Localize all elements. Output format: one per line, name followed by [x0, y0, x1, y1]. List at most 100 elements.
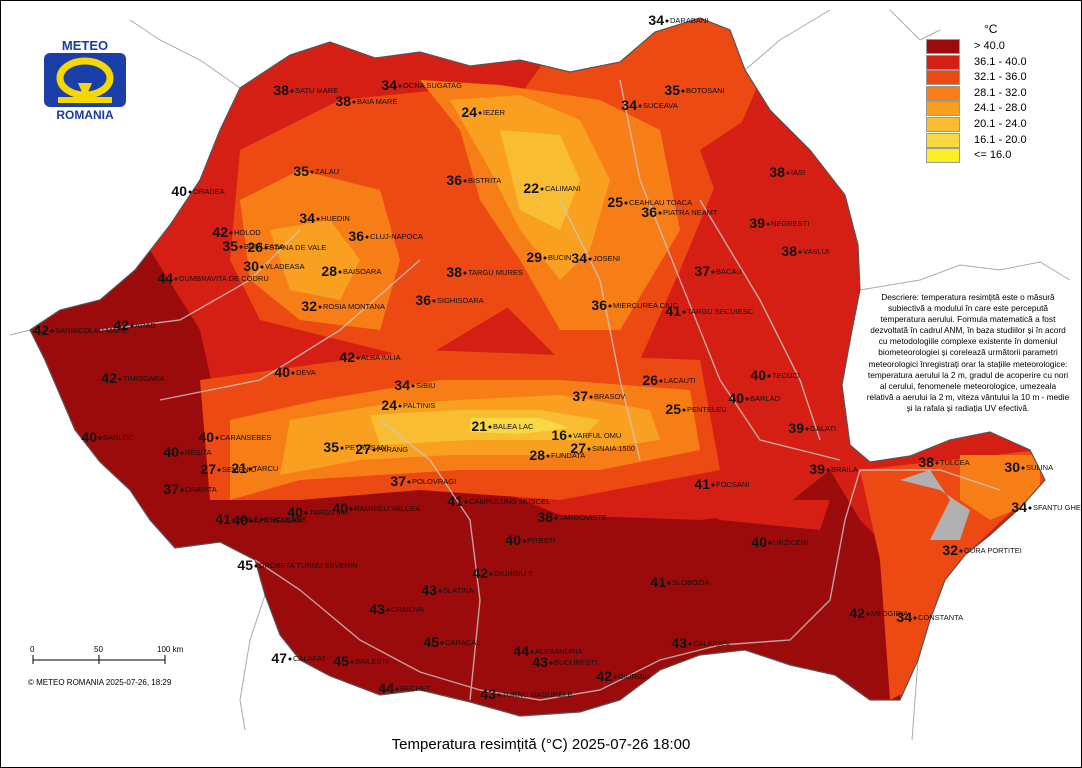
station: 16 VARFUL OMU [551, 427, 621, 443]
map-title: Temperatura resimțită (°C) 2025-07-26 18… [391, 736, 691, 753]
legend-label: 20.1 - 24.0 [974, 118, 1027, 130]
station: 27 SEMENIC [200, 461, 256, 477]
station-value: 34 [1011, 499, 1027, 515]
station-name: BANLOC [103, 433, 134, 442]
station-dot [440, 641, 444, 645]
station: 24 PALTINIS [381, 397, 435, 413]
station-value: 37 [390, 473, 406, 489]
legend-label: > 40.0 [974, 40, 1005, 52]
station-value: 34 [571, 250, 587, 266]
station-name: BECHET [400, 684, 431, 693]
station: 34 SUCEAVA [621, 97, 677, 113]
station-name: PENTELEU [687, 405, 727, 414]
station-name: PETROSANI [345, 443, 388, 452]
station-name: CALIMANI [545, 184, 580, 193]
legend-unit: °C [984, 22, 998, 36]
station-name: DEVA [296, 368, 316, 377]
station-name: STANA DE VALE [269, 243, 326, 252]
station-value: 34 [621, 97, 637, 113]
station-name: VASLUI [803, 247, 829, 256]
station-value: 45 [423, 634, 439, 650]
station: 38 BAIA MARE [335, 93, 397, 109]
station-value: 44 [157, 270, 173, 286]
station: 28 BAISOARA [321, 263, 381, 279]
station: 42 MEDGIDIA [849, 605, 908, 621]
station-name: DROBETA TURNU SEVERIN [259, 561, 358, 570]
station: 36 BISTRITA [446, 172, 501, 188]
station-name: BACAU [716, 267, 742, 276]
station: 37 BRASOV [572, 388, 625, 404]
legend-swatch [926, 70, 960, 86]
legend-label: 24.1 - 28.0 [974, 102, 1027, 115]
station-dot [264, 246, 268, 250]
station: 40 TARGU JIU [287, 504, 348, 520]
station-name: CARANSEBES [220, 433, 271, 442]
station-name: CLUJ-NAPOCA [370, 232, 423, 241]
legend-item: 20.1 - 24.0 [926, 117, 1046, 133]
station-name: SUCEAVA [643, 101, 678, 110]
station-value: 40 [750, 367, 766, 383]
station: 47 CALAFAT [271, 650, 326, 666]
station-value: 37 [694, 263, 710, 279]
station-value: 34 [896, 609, 912, 625]
station-value: 27 [570, 440, 586, 456]
station-dot [310, 170, 314, 174]
legend-label: 16.1 - 20.0 [974, 133, 1027, 146]
station: 34 DARABANI [648, 12, 708, 28]
station-dot [681, 89, 685, 93]
station: 27 PARANG [355, 441, 408, 457]
station-dot [463, 271, 467, 275]
station-value: 36 [348, 228, 364, 244]
station-value: 40 [505, 532, 521, 548]
station-dot [688, 642, 692, 646]
legend-label: 28.1 - 32.0 [974, 86, 1027, 99]
station: 38 VASLUI [781, 243, 829, 259]
station-dot [766, 222, 770, 226]
logo-badge [44, 53, 126, 107]
station: 21 BALEA LAC [471, 418, 534, 434]
station-dot [568, 434, 572, 438]
station: 34 SFANTU GHEORGHE [1011, 499, 1082, 515]
station: 22 CALIMANI [523, 180, 580, 196]
station: 42 HOLOD [212, 224, 261, 240]
station-dot [711, 270, 715, 274]
station-name: VARFUL OMU [573, 431, 621, 440]
logo-text-bottom: ROMANIA [56, 108, 114, 122]
station-dot [613, 675, 617, 679]
station-name: ALBA IULIA [361, 353, 401, 362]
station: 40 PITESTI [505, 532, 555, 548]
station-dot [667, 581, 671, 585]
station-name: BOTOSANI [686, 86, 725, 95]
legend-swatch [926, 85, 960, 101]
station: 40 RAMNICU VALCEA [332, 500, 420, 516]
station-dot [665, 19, 669, 23]
station-dot [180, 451, 184, 455]
station-name: LACAUTI [664, 376, 696, 385]
station-dot [638, 104, 642, 108]
scale-tick-0: 0 [30, 645, 35, 654]
station-dot [768, 541, 772, 545]
station-dot [188, 190, 192, 194]
station-dot [711, 483, 715, 487]
station-dot [805, 427, 809, 431]
station-dot [130, 324, 134, 328]
station: 24 IEZER [461, 104, 505, 120]
station-dot [356, 356, 360, 360]
station: 41 FOCSANI [694, 476, 749, 492]
station: 34 JOSENI [571, 250, 620, 266]
station-dot [798, 250, 802, 254]
station: 25 CEAHLAU TOACA [607, 194, 692, 210]
station: 35 BOTOSANI [664, 82, 724, 98]
station-dot [658, 211, 662, 215]
legend-swatch [926, 148, 960, 164]
station: 45 DROBETA TURNU SEVERIN [237, 557, 357, 573]
station-value: 44 [513, 643, 529, 659]
station-value: 42 [849, 605, 865, 621]
station-name: BAILE HERCULANE [237, 515, 307, 524]
station-dot [935, 461, 939, 465]
station-value: 36 [415, 292, 431, 308]
station-value: 34 [648, 12, 664, 28]
station-name: GALATI [810, 424, 836, 433]
station-dot [304, 511, 308, 515]
station-name: BUCURESTI [554, 658, 597, 667]
